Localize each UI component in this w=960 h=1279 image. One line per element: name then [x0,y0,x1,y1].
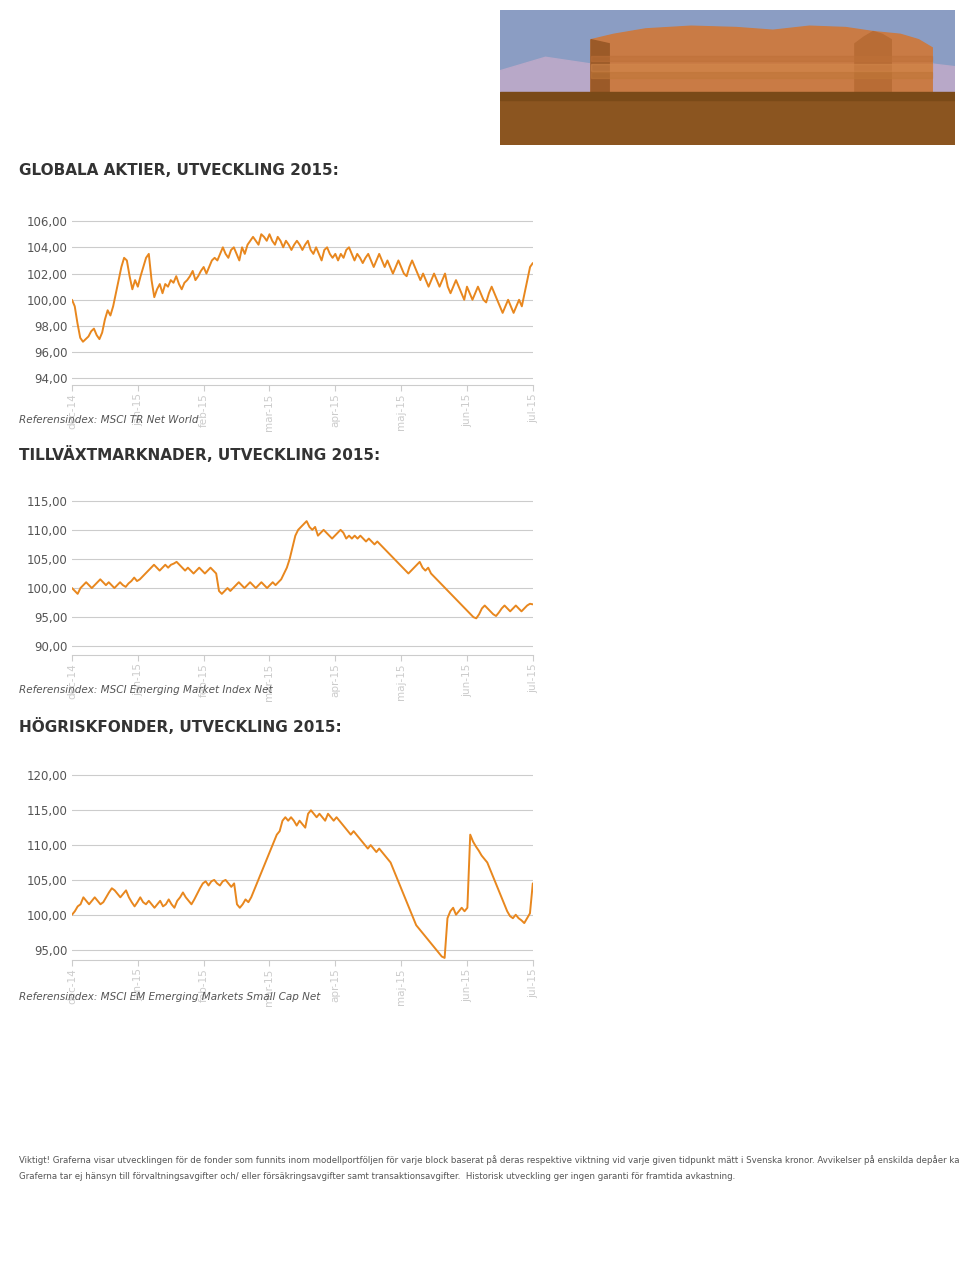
Text: GLOBALA AKTIER, UTVECKLING 2015:: GLOBALA AKTIER, UTVECKLING 2015: [19,162,339,178]
Text: TILLVÄXTMARKNADER, UTVECKLING 2015:: TILLVÄXTMARKNADER, UTVECKLING 2015: [19,446,380,463]
Text: HÖGRISKFONDER, UTVECKLING 2015:: HÖGRISKFONDER, UTVECKLING 2015: [19,718,342,735]
Bar [591,64,932,70]
Text: Referensindex: MSCI TR Net World: Referensindex: MSCI TR Net World [19,414,199,425]
Text: Referensindex: MSCI Emerging Market Index Net: Referensindex: MSCI Emerging Market Inde… [19,686,273,694]
Text: Viktigt! Graferna visar utvecklingen för de fonder som funnits inom modellportfö: Viktigt! Graferna visar utvecklingen för… [19,1155,960,1165]
Bar [500,10,955,97]
Polygon shape [591,26,932,97]
Polygon shape [500,54,955,97]
Bar [500,92,955,101]
Text: Graferna tar ej hänsyn till förvaltningsavgifter och/ eller försäkringsavgifter : Graferna tar ej hänsyn till förvaltnings… [19,1172,735,1181]
Polygon shape [591,40,610,97]
Bar [500,93,955,145]
Text: Referensindex: MSCI EM Emerging Markets Small Cap Net: Referensindex: MSCI EM Emerging Markets … [19,993,321,1001]
Bar [591,56,932,61]
Bar [591,72,932,78]
Polygon shape [855,32,891,97]
